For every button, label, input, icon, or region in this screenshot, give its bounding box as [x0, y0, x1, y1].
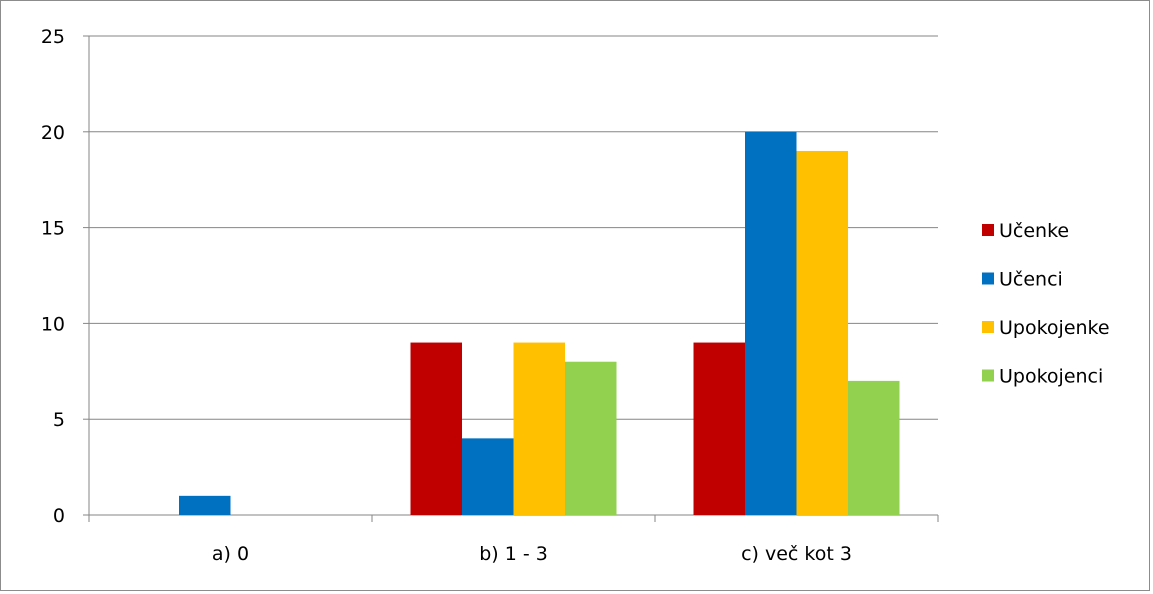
- bar-Upokojenke-c) več kot 3: [796, 150, 848, 515]
- bar-Upokojenci-b) 1 - 3: [565, 361, 617, 515]
- x-category-label: a) 0: [212, 543, 249, 565]
- y-tick-label: 10: [41, 313, 65, 335]
- legend-swatch-Učenke: [982, 224, 994, 236]
- bar-Učenci-c) več kot 3: [745, 131, 797, 516]
- x-category-label: b) 1 - 3: [479, 543, 548, 565]
- legend-label: Učenke: [999, 220, 1069, 242]
- y-tick-label: 25: [41, 26, 65, 48]
- y-tick-label: 5: [53, 409, 65, 431]
- bar-Učenke-c) več kot 3: [693, 342, 745, 515]
- x-category-label: c) več kot 3: [741, 543, 852, 565]
- bar-Učenci-b) 1 - 3: [462, 438, 514, 515]
- bar-Upokojenci-c) več kot 3: [848, 380, 900, 515]
- legend-label: Upokojenke: [999, 317, 1110, 339]
- legend-label: Učenci: [999, 269, 1063, 291]
- y-tick-label: 0: [53, 505, 65, 527]
- legend-swatch-Učenci: [982, 272, 994, 285]
- legend-swatch-Upokojenke: [982, 321, 994, 333]
- bar-Učenke-b) 1 - 3: [410, 342, 462, 515]
- y-tick-label: 15: [41, 218, 65, 240]
- legend-swatch-Upokojenci: [982, 369, 994, 382]
- bar-Upokojenke-b) 1 - 3: [513, 342, 565, 515]
- legend-label: Upokojenci: [999, 366, 1103, 388]
- bar-Učenci-a) 0: [179, 495, 231, 515]
- y-tick-label: 20: [41, 122, 65, 144]
